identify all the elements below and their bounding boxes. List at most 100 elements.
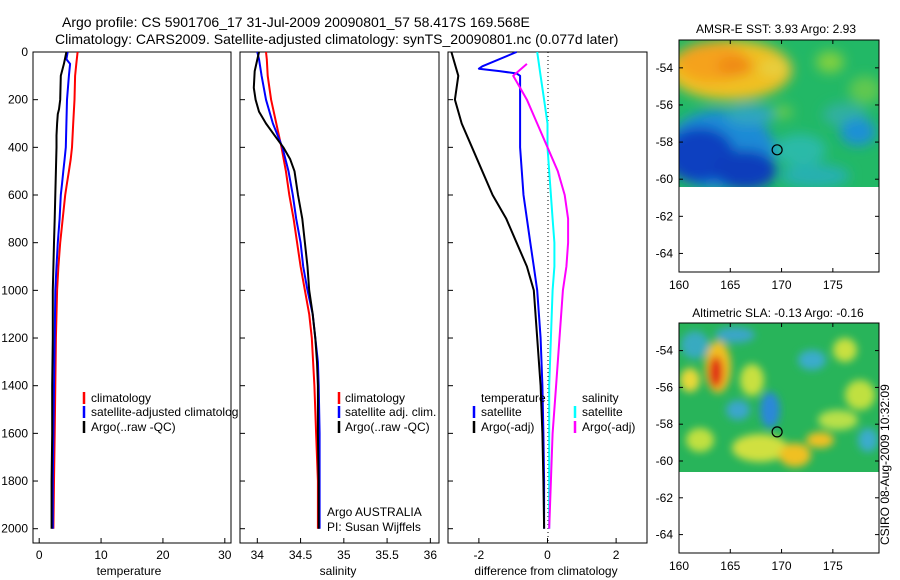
- map-x-tick-label: 160: [669, 559, 689, 573]
- salinity-ticks: 34 34.5 35 35.5 36: [240, 51, 438, 562]
- difference-legend: temperature satellite Argo(-adj) salinit…: [472, 391, 635, 434]
- legend-label-climatology: climatology: [91, 391, 151, 405]
- sla-map-title: Altimetric SLA: -0.13 Argo: -0.16: [692, 306, 864, 320]
- temperature-lines: [50, 51, 79, 529]
- legend-label-satellite: satellite adj. clim.: [345, 405, 436, 419]
- sla-ticks: 160 165 170 175 -54 -56 -58 -60 -62 -64: [656, 323, 879, 573]
- temperature-panel: temperature 0 10 20 30 0 200 400 600 800 1000 1200…: [1, 45, 238, 578]
- altimetric-sla-map: Altimetric SLA: -0.13 Argo: -0.16: [656, 306, 880, 573]
- y-tick-label: 400: [8, 140, 28, 154]
- amsr-e-ticks: 160 165 170 175 -54 -56 -58 -60 -62 -64: [656, 40, 879, 292]
- sla-frame: [678, 322, 880, 554]
- map-x-tick-label: 175: [823, 278, 843, 292]
- legend-heading-temperature: temperature: [481, 391, 546, 405]
- temperature-panel-frame: [32, 51, 232, 544]
- series-line-argo-raw-qc-: [50, 51, 68, 529]
- map-x-tick-label: 165: [720, 278, 740, 292]
- x-tick-label: 0: [36, 548, 43, 562]
- legend-label-sal-satellite: satellite: [582, 405, 623, 419]
- argo-float-marker: [771, 426, 783, 438]
- series-line-argo-raw-qc-: [252, 51, 320, 529]
- series-line-satellite-adjusted-climatolog: [51, 51, 72, 529]
- salinity-legend: climatology satellite adj. clim. Argo(..…: [337, 391, 436, 434]
- legend-label-argo: Argo(..raw -QC): [345, 420, 430, 434]
- x-tick-label: 34.5: [289, 548, 313, 562]
- map-x-tick-label: 165: [720, 559, 740, 573]
- amsr-e-frame: [678, 39, 880, 273]
- sla-field: [680, 327, 878, 467]
- map-y-tick-label: -54: [656, 344, 674, 358]
- series-line-temperature-argo-adj-: [450, 51, 546, 529]
- salinity-xlabel: salinity: [320, 564, 357, 578]
- x-tick-label: 36: [424, 548, 438, 562]
- map-y-tick-label: -64: [656, 246, 674, 260]
- x-tick-label: 0: [544, 548, 551, 562]
- map-y-tick-label: -58: [656, 417, 674, 431]
- map-y-tick-label: -58: [656, 135, 674, 149]
- x-tick-label: 20: [156, 548, 170, 562]
- difference-lines: [450, 51, 570, 529]
- side-timestamp-label: CSIRO 08-Aug-2009 10:32:09: [878, 384, 892, 545]
- map-y-tick-label: -60: [656, 454, 674, 468]
- figure-title-line2: Climatology: CARS2009. Satellite-adjuste…: [55, 31, 618, 47]
- x-tick-label: 35: [337, 548, 351, 562]
- temperature-xlabel: temperature: [97, 564, 162, 578]
- map-x-tick-label: 160: [669, 278, 689, 292]
- y-tick-label: 200: [8, 93, 28, 107]
- difference-ticks: -2 0 2: [448, 51, 620, 562]
- map-x-tick-label: 170: [772, 559, 792, 573]
- sla-land-area: [679, 472, 879, 553]
- salinity-lines: [252, 51, 321, 529]
- difference-xlabel: difference from climatology: [474, 564, 617, 578]
- map-y-tick-label: -60: [656, 172, 674, 186]
- map-y-tick-label: -56: [656, 98, 674, 112]
- legend-label-temp-satellite: satellite: [481, 405, 522, 419]
- difference-panel: difference from climatology -2 0 2 tempera…: [447, 51, 648, 578]
- salinity-panel-frame: [239, 51, 440, 544]
- x-tick-label: 2: [613, 548, 620, 562]
- series-line-salinity-argo-adj-: [512, 63, 570, 529]
- y-tick-label: 1800: [1, 474, 28, 488]
- legend-label-satellite: satellite-adjusted climatolog: [91, 405, 238, 419]
- map-x-tick-label: 170: [772, 278, 792, 292]
- map-y-tick-label: -62: [656, 491, 674, 505]
- y-tick-label: 0: [21, 45, 28, 59]
- y-tick-label: 2000: [1, 522, 28, 536]
- x-tick-label: 10: [94, 548, 108, 562]
- salinity-panel: salinity 34 34.5 35 35.5 36 climatology sate…: [239, 51, 440, 578]
- annotation-pi-name: PI: Susan Wijffels: [327, 520, 421, 534]
- y-tick-label: 1000: [1, 283, 28, 297]
- legend-label-climatology: climatology: [345, 391, 405, 405]
- x-tick-label: 35.5: [375, 548, 399, 562]
- map-y-tick-label: -64: [656, 528, 674, 542]
- legend-label-sal-argo: Argo(-adj): [582, 420, 635, 434]
- figure-title-line1: Argo profile: CS 5901706_17 31-Jul-2009 …: [62, 14, 530, 30]
- map-y-tick-label: -56: [656, 380, 674, 394]
- legend-label-temp-argo: Argo(-adj): [481, 420, 534, 434]
- amsr-e-heatmap: [679, 40, 879, 187]
- y-tick-label: 1400: [1, 379, 28, 393]
- amsr-e-map-title: AMSR-E SST: 3.93 Argo: 2.93: [696, 22, 856, 36]
- legend-heading-salinity: salinity: [582, 391, 619, 405]
- series-line-temperature-satellite: [477, 51, 546, 529]
- argo-float-marker: [771, 144, 783, 156]
- x-tick-label: -2: [474, 548, 485, 562]
- map-y-tick-label: -62: [656, 209, 674, 223]
- series-line-climatology: [265, 51, 319, 529]
- series-line-salinity-satellite: [536, 51, 556, 529]
- sla-heatmap: [679, 323, 879, 472]
- amsr-e-map: AMSR-E SST: 3.93 Argo: 2.93: [656, 22, 880, 292]
- amsr-e-field: [679, 40, 879, 187]
- y-tick-label: 600: [8, 188, 28, 202]
- temperature-legend: climatology satellite-adjusted climatolo…: [82, 391, 238, 434]
- y-tick-label: 800: [8, 236, 28, 250]
- temperature-ticks: 0 10 20 30 0 200 400 600 800 1000 1200 1400 1600 1800…: [1, 45, 232, 562]
- x-tick-label: 30: [218, 548, 232, 562]
- y-tick-label: 1600: [1, 426, 28, 440]
- map-y-tick-label: -54: [656, 61, 674, 75]
- amsr-e-land-area: [679, 187, 879, 272]
- map-x-tick-label: 175: [823, 559, 843, 573]
- series-line-climatology: [52, 51, 79, 529]
- legend-label-argo: Argo(..raw -QC): [91, 420, 176, 434]
